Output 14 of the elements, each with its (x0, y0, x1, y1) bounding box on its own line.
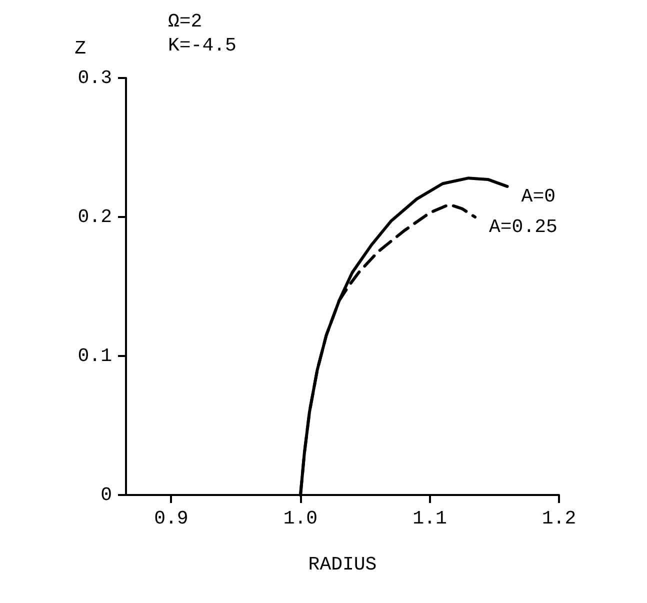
text: K=-4.5 (168, 34, 236, 56)
x-tick-label: 1.2 (542, 508, 576, 530)
x-tick-label: 1.0 (283, 508, 318, 530)
text: Ω=2 (168, 10, 202, 32)
y-tick-label: 0.2 (78, 206, 112, 228)
x-tick-label: 1.1 (412, 508, 447, 530)
y-tick-label: 0.1 (78, 345, 112, 367)
y-tick-label: 0 (100, 484, 112, 506)
y-axis-title: Z (74, 38, 86, 60)
x-tick-label: 0.9 (154, 508, 188, 530)
x-axis-title: RADIUS (308, 554, 377, 576)
series-label: A=0 (521, 185, 556, 208)
series-label: A=0.25 (488, 216, 558, 238)
y-tick-label: 0.3 (78, 67, 112, 89)
